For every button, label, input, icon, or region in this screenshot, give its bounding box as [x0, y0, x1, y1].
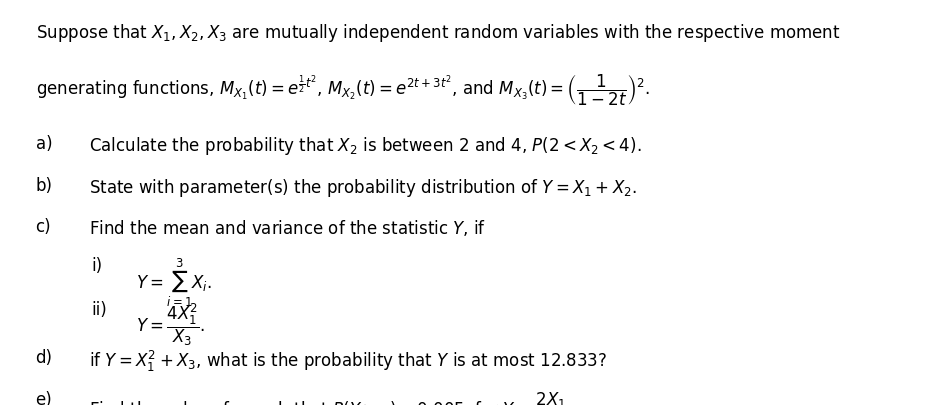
Text: generating functions, $M_{X_1}(t) = e^{\frac{1}{2}t^2}$, $M_{X_2}(t) = e^{2t + 3: generating functions, $M_{X_1}(t) = e^{\…: [36, 73, 650, 108]
Text: d): d): [36, 348, 52, 366]
Text: Suppose that $X_1, X_2, X_3$ are mutually independent random variables with the : Suppose that $X_1, X_2, X_3$ are mutuall…: [36, 22, 840, 44]
Text: $Y = \dfrac{4X_1^{2}}{X_3}$.: $Y = \dfrac{4X_1^{2}}{X_3}$.: [136, 301, 205, 347]
Text: ii): ii): [92, 301, 108, 318]
Text: i): i): [92, 256, 103, 274]
Text: e): e): [36, 390, 52, 405]
Text: Find the value of $\tau$ such that $P(Y > \tau) = 0.005$, for $Y = \dfrac{2X_1}{: Find the value of $\tau$ such that $P(Y …: [89, 390, 576, 405]
Text: if $Y = X_1^{2} + X_3$, what is the probability that $Y$ is at most 12.833?: if $Y = X_1^{2} + X_3$, what is the prob…: [89, 348, 607, 373]
Text: a): a): [36, 134, 52, 152]
Text: Calculate the probability that $X_2$ is between 2 and 4, $P(2 < X_2 < 4)$.: Calculate the probability that $X_2$ is …: [89, 134, 641, 156]
Text: $Y = \sum_{i=1}^{3} X_i$.: $Y = \sum_{i=1}^{3} X_i$.: [136, 256, 211, 308]
Text: b): b): [36, 176, 52, 194]
Text: Find the mean and variance of the statistic $Y$, if: Find the mean and variance of the statis…: [89, 218, 486, 238]
Text: State with parameter(s) the probability distribution of $Y = X_1 + X_2$.: State with parameter(s) the probability …: [89, 176, 637, 198]
Text: c): c): [36, 218, 51, 236]
